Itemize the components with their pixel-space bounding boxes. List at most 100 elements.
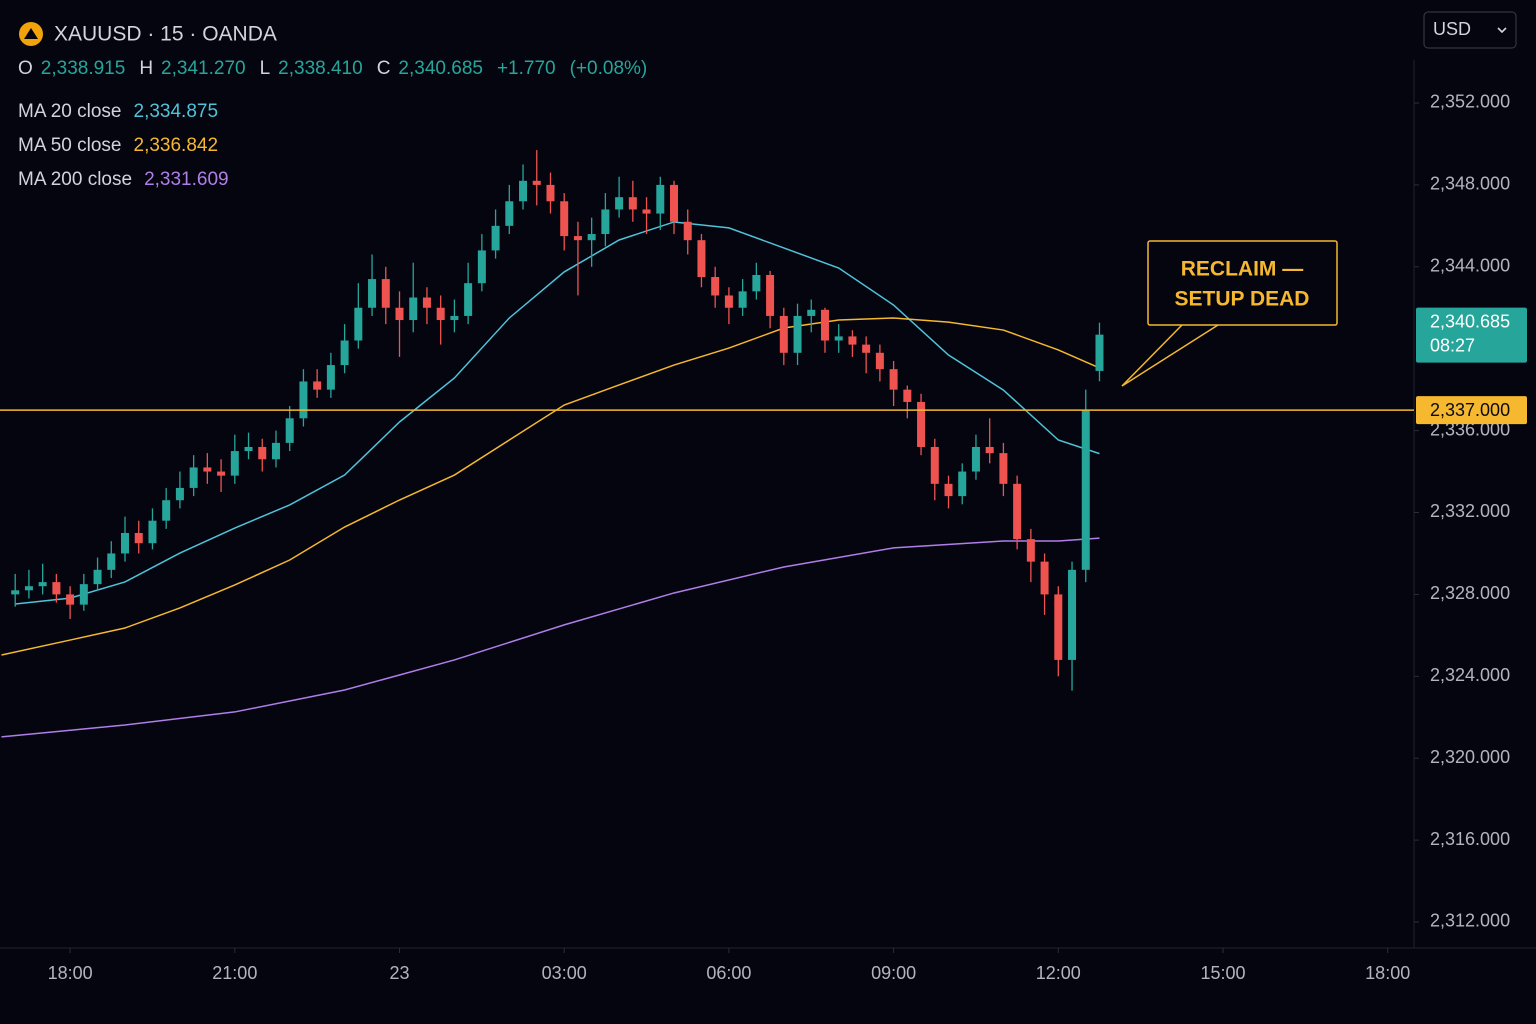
change-pct: (+0.08%)	[569, 58, 648, 79]
logo-mark	[24, 28, 38, 39]
moving-average-line	[1, 317, 1100, 656]
currency-label[interactable]: USD	[1433, 19, 1471, 39]
candle-body	[505, 201, 514, 226]
ma-value: 2,331.609	[144, 169, 229, 190]
candle-body	[189, 467, 198, 488]
ohlc-legend: O 2,338.915 H 2,341.270 L 2,338.410 C 2,340.…	[18, 58, 647, 80]
candle-body	[230, 451, 239, 476]
candle-body	[313, 381, 322, 390]
y-tick-label: 2,312.000	[1430, 911, 1510, 931]
ohlc-label: O	[18, 58, 33, 79]
countdown-label: 08:27	[1430, 335, 1475, 355]
y-tick-label: 2,348.000	[1430, 174, 1510, 194]
last-price-label: 2,340.685	[1430, 311, 1510, 331]
ma-value: 2,336.842	[133, 135, 219, 156]
ohlc-value: 2,340.685	[398, 58, 483, 79]
y-tick-label: 2,316.000	[1430, 829, 1510, 849]
candle-body	[422, 297, 431, 308]
y-tick-label: 2,320.000	[1430, 747, 1510, 767]
currency-chevron[interactable]	[1497, 27, 1507, 34]
candle-body	[450, 315, 459, 321]
candle-body	[944, 483, 953, 497]
candle-body	[519, 180, 528, 202]
y-tick-label: 2,332.000	[1430, 501, 1510, 521]
candle-body	[930, 446, 939, 484]
currency-select[interactable]	[1423, 11, 1517, 49]
x-tick-label: 06:00	[706, 963, 751, 983]
symbol-title: XAUUSD · 15 · OANDA	[54, 23, 277, 46]
candle-body	[1081, 410, 1090, 570]
plot-area: 2,312.000 2,316.000 2,320.000 2,324.000 2,32…	[0, 92, 1527, 983]
candle-body	[724, 295, 733, 308]
candle-body	[1068, 569, 1077, 660]
moving-average-line	[15, 221, 1100, 605]
level-label-box	[1416, 396, 1527, 425]
candle-body	[203, 467, 212, 472]
candle-body	[670, 184, 679, 222]
level-label: 2,337.000	[1430, 400, 1510, 420]
annotation-text: SETUP DEAD	[1175, 288, 1310, 311]
candle-body	[1013, 483, 1022, 540]
candle-body	[766, 274, 775, 316]
candle-body	[958, 471, 967, 497]
y-tick-label: 2,344.000	[1430, 256, 1510, 276]
ma-legend-row: MA 200 close 2,331.609	[18, 169, 229, 191]
candle-body	[107, 553, 116, 570]
candle-body	[1054, 594, 1063, 660]
candle-body	[587, 234, 596, 241]
candle-body	[697, 240, 706, 278]
moving-average-line	[1, 537, 1100, 738]
candle-body	[779, 315, 788, 353]
candle-body	[258, 446, 267, 460]
candle-body	[395, 307, 404, 321]
y-tick-label: 2,352.000	[1430, 92, 1510, 112]
candle-body	[299, 381, 308, 419]
candle-body	[326, 365, 335, 390]
y-tick-label: 2,336.000	[1430, 419, 1510, 439]
candle-body	[834, 336, 843, 341]
x-tick-label: 09:00	[871, 963, 916, 983]
ohlc-value: 2,338.915	[40, 58, 126, 79]
y-tick-label: 2,324.000	[1430, 665, 1510, 685]
candle-body	[903, 389, 912, 402]
candle-body	[862, 344, 871, 353]
x-tick-label: 18:00	[48, 963, 93, 983]
candle-body	[820, 309, 829, 341]
ma-name: MA 20 close	[18, 101, 122, 122]
callout-pointer	[1121, 324, 1219, 387]
candle-body	[752, 274, 761, 292]
candle-body	[381, 279, 390, 308]
candle-body	[66, 594, 75, 605]
last-price-box	[1416, 307, 1527, 363]
candle-body	[354, 307, 363, 341]
candle-body	[1026, 539, 1035, 562]
candle-body	[560, 201, 569, 237]
change: +1.770	[496, 58, 556, 79]
x-tick-label: 21:00	[212, 963, 257, 983]
ma-name: MA 50 close	[18, 135, 122, 156]
ma-value: 2,334.875	[133, 101, 219, 122]
ohlc-label: H	[139, 58, 154, 79]
ohlc-label: C	[376, 58, 391, 79]
candle-body	[24, 586, 33, 591]
x-tick-label: 23	[389, 963, 409, 983]
ohlc-value: 2,338.410	[278, 58, 363, 79]
candle-body	[148, 520, 157, 544]
candle-body	[244, 446, 253, 452]
candle-body	[999, 453, 1008, 484]
candle-body	[1040, 561, 1049, 595]
candle-body	[807, 309, 816, 316]
candle-body	[971, 446, 980, 472]
candle-body	[11, 590, 20, 595]
candle-body	[985, 446, 994, 454]
candle-body	[615, 197, 624, 210]
x-tick-label: 03:00	[542, 963, 587, 983]
candle-body	[93, 569, 102, 585]
candle-body	[491, 225, 500, 251]
annotation-box	[1147, 240, 1338, 326]
candle-body	[532, 180, 541, 185]
candle-body	[285, 418, 294, 443]
candle-body	[917, 401, 926, 447]
